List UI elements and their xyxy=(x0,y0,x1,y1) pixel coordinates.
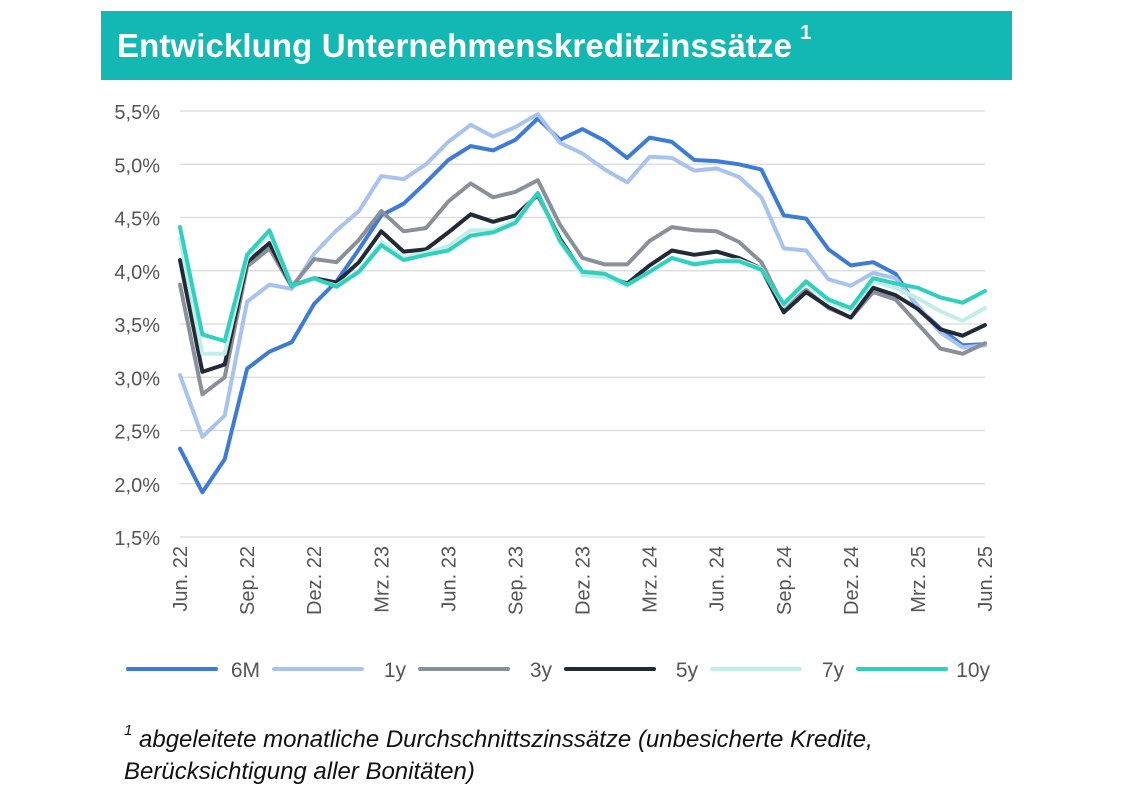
x-tick-label: Mrz. 24 xyxy=(640,546,662,613)
legend-label-10y: 10y xyxy=(956,659,990,682)
x-tick-label: Sep. 23 xyxy=(505,546,527,615)
legend-label-7y: 7y xyxy=(822,659,845,682)
y-tick-label: 3,0% xyxy=(114,368,160,390)
x-tick-label: Dez. 23 xyxy=(573,546,595,615)
footnote-marker: 1 xyxy=(124,722,133,739)
footnote-text: abgeleitete monatliche Durchschnittszins… xyxy=(124,726,873,785)
x-tick-label: Dez. 22 xyxy=(304,546,326,615)
series-line-6m xyxy=(178,116,987,495)
x-tick-label: Jun. 22 xyxy=(170,546,192,612)
x-tick-label: Dez. 24 xyxy=(841,546,863,615)
x-tick-label: Mrz. 23 xyxy=(371,546,393,613)
legend-label-1y: 1y xyxy=(384,659,407,682)
x-tick-label: Sep. 24 xyxy=(774,546,796,615)
x-tick-label: Jun. 23 xyxy=(438,546,460,612)
y-tick-label: 2,0% xyxy=(114,475,160,497)
legend-label-5y: 5y xyxy=(676,659,699,682)
y-tick-label: 5,5% xyxy=(114,102,160,124)
x-tick-label: Mrz. 25 xyxy=(908,546,930,613)
chart-title-bar: Entwicklung Unternehmenskreditzinssätze … xyxy=(101,11,1012,80)
x-tick-label: Jun. 24 xyxy=(707,546,729,612)
y-tick-label: 2,5% xyxy=(114,422,160,444)
y-tick-label: 5,0% xyxy=(114,155,160,177)
x-tick-label: Jun. 25 xyxy=(975,546,997,612)
series-line-10y xyxy=(178,191,987,343)
y-tick-label: 3,5% xyxy=(114,315,160,337)
legend-label-3y: 3y xyxy=(530,659,553,682)
series-line-1y xyxy=(178,112,987,439)
legend-label-6m: 6M xyxy=(231,659,260,682)
y-tick-label: 4,0% xyxy=(114,262,160,284)
line-chart: 1,5% 2,0% 2,5% 3,0% 3,5% 4,0% 4,5% 5,0% 5,5% Jun.… xyxy=(114,102,997,682)
chart-title: Entwicklung Unternehmenskreditzinssätze xyxy=(117,26,793,64)
y-tick-label: 1,5% xyxy=(114,528,160,550)
x-tick-label: Sep. 22 xyxy=(237,546,259,615)
chart-title-superscript: 1 xyxy=(800,22,812,44)
footnote: 1 abgeleitete monatliche Durchschnittszi… xyxy=(124,718,1024,788)
y-tick-label: 4,5% xyxy=(114,209,160,231)
